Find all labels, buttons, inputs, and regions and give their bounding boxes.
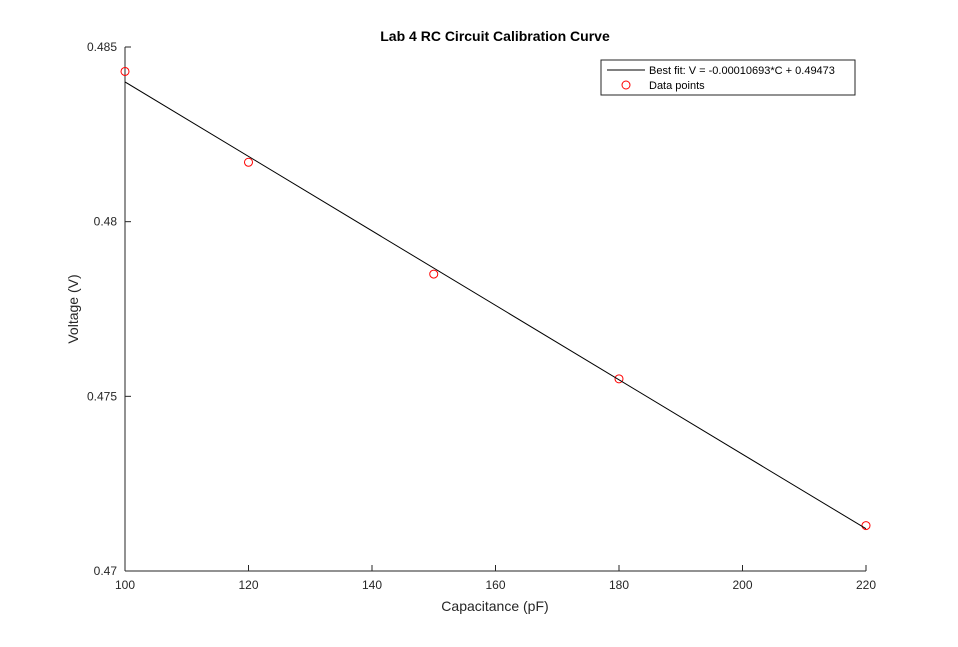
x-axis-label: Capacitance (pF) xyxy=(441,598,548,614)
chart-title: Lab 4 RC Circuit Calibration Curve xyxy=(380,28,610,44)
data-point xyxy=(120,66,130,76)
data-point xyxy=(861,521,871,531)
legend-label: Data points xyxy=(649,80,705,92)
x-tick-label: 140 xyxy=(362,578,382,592)
x-tick-label: 180 xyxy=(609,578,629,592)
plot-area xyxy=(120,66,871,531)
x-tick-label: 100 xyxy=(115,578,135,592)
data-point xyxy=(614,374,624,384)
y-tick-label: 0.47 xyxy=(94,564,118,578)
data-point xyxy=(429,269,439,279)
legend-marker-swatch xyxy=(621,80,631,90)
legend-label: Best fit: V = -0.00010693*C + 0.49473 xyxy=(649,65,835,77)
x-tick-label: 120 xyxy=(238,578,258,592)
x-tick-label: 220 xyxy=(856,578,876,592)
x-tick-label: 160 xyxy=(485,578,505,592)
best-fit-line xyxy=(124,81,867,530)
legend: Best fit: V = -0.00010693*C + 0.49473 Dat… xyxy=(600,59,856,96)
y-tick-label: 0.485 xyxy=(87,40,117,54)
legend-box xyxy=(600,59,856,96)
data-point xyxy=(244,157,253,167)
y-tick-label: 0.475 xyxy=(87,389,117,403)
x-tick-label: 200 xyxy=(732,578,752,592)
y-axis-label: Voltage (V) xyxy=(65,274,81,343)
y-tick-label: 0.48 xyxy=(94,215,118,229)
axes: 100 120 140 160 180 200 220 0.47 0.475 0.48 0.485 xyxy=(87,40,876,592)
